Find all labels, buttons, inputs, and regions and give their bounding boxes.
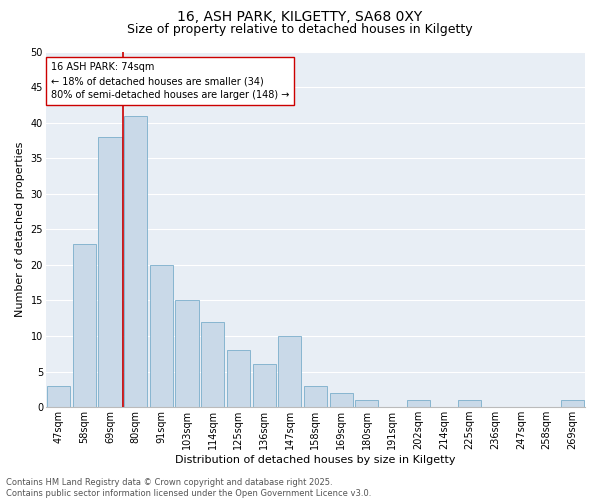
Bar	[253, 364, 275, 407]
Bar	[304, 386, 327, 407]
Y-axis label: Number of detached properties: Number of detached properties	[15, 142, 25, 317]
Bar	[201, 322, 224, 407]
Text: 16, ASH PARK, KILGETTY, SA68 0XY: 16, ASH PARK, KILGETTY, SA68 0XY	[178, 10, 422, 24]
Bar	[150, 265, 173, 407]
Bar	[458, 400, 481, 407]
X-axis label: Distribution of detached houses by size in Kilgetty: Distribution of detached houses by size …	[175, 455, 455, 465]
Bar	[278, 336, 301, 407]
Bar	[329, 393, 353, 407]
Bar	[98, 137, 122, 407]
Bar	[73, 244, 96, 407]
Text: Contains HM Land Registry data © Crown copyright and database right 2025.
Contai: Contains HM Land Registry data © Crown c…	[6, 478, 371, 498]
Bar	[47, 386, 70, 407]
Bar	[407, 400, 430, 407]
Bar	[355, 400, 379, 407]
Text: Size of property relative to detached houses in Kilgetty: Size of property relative to detached ho…	[127, 22, 473, 36]
Bar	[227, 350, 250, 407]
Bar	[124, 116, 147, 407]
Bar	[175, 300, 199, 407]
Bar	[560, 400, 584, 407]
Text: 16 ASH PARK: 74sqm
← 18% of detached houses are smaller (34)
80% of semi-detache: 16 ASH PARK: 74sqm ← 18% of detached hou…	[51, 62, 290, 100]
